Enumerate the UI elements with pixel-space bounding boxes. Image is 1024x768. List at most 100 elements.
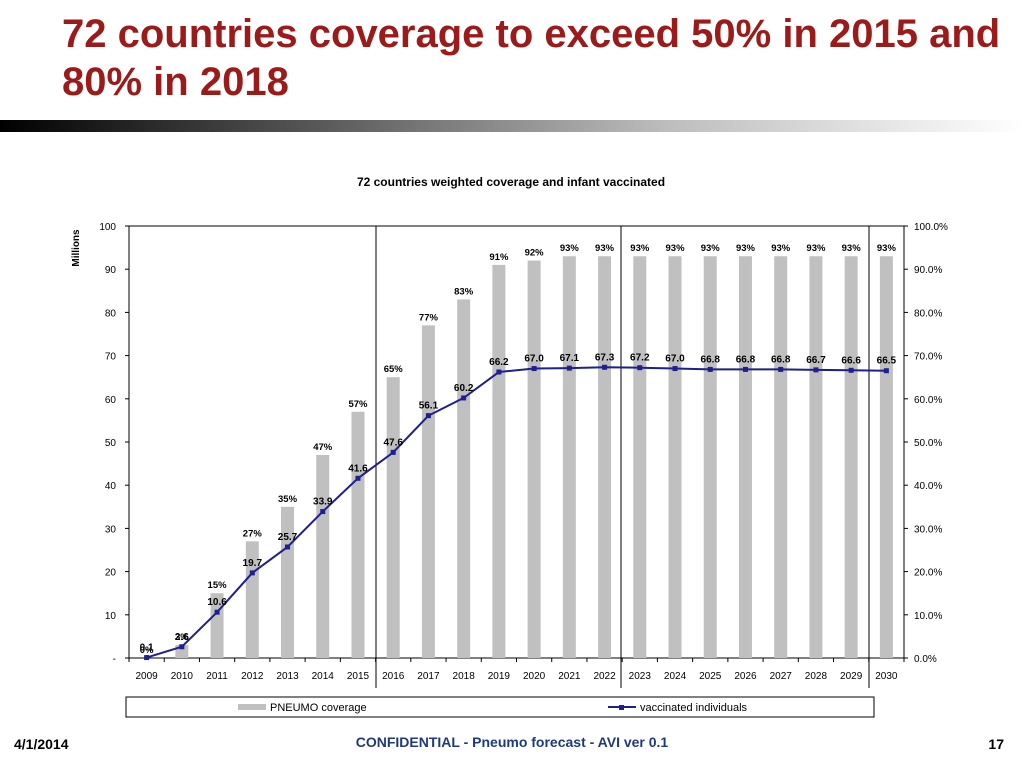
left-tick-label: 20 <box>105 568 117 579</box>
bar-series <box>175 256 893 658</box>
line-point <box>320 509 326 515</box>
line-point <box>425 413 431 419</box>
bar <box>492 264 506 658</box>
line-label: 66.8 <box>701 354 721 365</box>
bar <box>351 411 365 658</box>
line-label-group: 0.1 2.6 10.6 19.7 25.7 33.9 41.6 47.6 56.1 60.2 66… <box>140 352 897 653</box>
left-tick-label: 90 <box>105 265 117 276</box>
legend-bar-swatch <box>238 704 266 710</box>
line-label: 25.7 <box>278 532 298 543</box>
left-tick-label: 70 <box>105 352 117 363</box>
x-tick-label: 2021 <box>558 671 581 682</box>
legend-bar-label: PNEUMO coverage <box>270 702 367 714</box>
bar <box>879 256 893 658</box>
bar <box>598 256 612 658</box>
bar <box>562 256 576 658</box>
x-tick-label: 2010 <box>171 671 194 682</box>
line-label: 60.2 <box>454 383 474 394</box>
bar-label: 92% <box>525 248 545 259</box>
x-tick-label: 2018 <box>453 671 476 682</box>
bar-label: 15% <box>208 580 228 591</box>
line-label: 66.2 <box>489 357 509 368</box>
line-point <box>707 366 713 372</box>
line-label: 67.2 <box>630 353 650 364</box>
line-label: 67.3 <box>595 352 615 363</box>
bar-label: 83% <box>454 286 474 297</box>
right-tick-label: 100.0% <box>914 222 948 233</box>
line-label: 66.5 <box>877 356 897 367</box>
left-tick-label: 80 <box>105 308 117 319</box>
line-point <box>285 544 291 550</box>
right-tick-label: 90.0% <box>914 265 942 276</box>
bar-label: 77% <box>419 312 439 323</box>
bar-label: 93% <box>595 243 615 254</box>
x-tick-label: 2012 <box>241 671 264 682</box>
line-label: 2.6 <box>175 632 189 643</box>
x-tick-label: 2016 <box>382 671 405 682</box>
x-tick-label: 2028 <box>805 671 828 682</box>
left-tick-label: 40 <box>105 481 117 492</box>
line-point <box>778 366 784 372</box>
bar <box>457 299 471 658</box>
bar-label: 93% <box>666 243 686 254</box>
bar <box>281 506 295 658</box>
line-label: 19.7 <box>243 558 263 569</box>
x-tick-label: 2019 <box>488 671 511 682</box>
bar-label: 93% <box>701 243 721 254</box>
line-point <box>214 609 220 615</box>
x-tick-label: 2026 <box>734 671 757 682</box>
line-point <box>883 368 889 374</box>
x-tick-label: 2013 <box>276 671 299 682</box>
footer-date: 4/1/2014 <box>14 736 69 752</box>
page-number: 17 <box>988 736 1004 752</box>
x-tick-label: 2009 <box>135 671 158 682</box>
bar-label: 27% <box>243 528 263 539</box>
line-label: 0.1 <box>140 643 154 654</box>
x-tick-label: 2017 <box>417 671 440 682</box>
legend-box <box>125 696 875 718</box>
bar <box>527 260 541 658</box>
bar-label: 57% <box>348 399 368 410</box>
line-point <box>390 449 396 455</box>
right-tick-label: 80.0% <box>914 308 942 319</box>
x-tick-label: 2015 <box>347 671 370 682</box>
left-axis: - 10 20 30 40 50 60 70 80 90 100 <box>99 222 129 665</box>
line-label: 33.9 <box>313 497 333 508</box>
right-tick-label: 0.0% <box>914 654 937 665</box>
line-point <box>602 364 608 370</box>
bar-label: 93% <box>630 243 650 254</box>
line-label: 66.6 <box>841 355 861 366</box>
x-tick-label: 2023 <box>629 671 652 682</box>
x-tick-label: 2025 <box>699 671 722 682</box>
line-label: 66.8 <box>771 354 791 365</box>
line-point <box>249 570 255 576</box>
bar <box>316 454 330 658</box>
right-tick-label: 60.0% <box>914 395 942 406</box>
right-tick-label: 40.0% <box>914 481 942 492</box>
line-label: 66.7 <box>806 355 826 366</box>
y-axis-label-left: Millions <box>71 229 82 267</box>
line-point <box>355 475 361 481</box>
left-tick-label: 100 <box>99 222 116 233</box>
bar-label: 65% <box>384 364 404 375</box>
line-label: 67.0 <box>524 354 544 365</box>
bar <box>633 256 647 658</box>
line-point <box>496 369 502 375</box>
left-tick-label: 50 <box>105 438 117 449</box>
left-tick-label: 30 <box>105 524 117 535</box>
bar <box>668 256 682 658</box>
line-point <box>461 395 467 401</box>
line-point <box>531 366 537 372</box>
line-label: 56.1 <box>419 401 439 412</box>
right-tick-label: 20.0% <box>914 568 942 579</box>
bar-label: 93% <box>736 243 756 254</box>
line-point <box>672 366 678 372</box>
x-tick-label: 2027 <box>770 671 793 682</box>
line-label: 10.6 <box>207 597 227 608</box>
left-tick-label: - <box>113 654 116 665</box>
bar <box>738 256 752 658</box>
vaccinated-line <box>146 366 887 659</box>
line-point <box>179 644 185 650</box>
line-point <box>742 366 748 372</box>
